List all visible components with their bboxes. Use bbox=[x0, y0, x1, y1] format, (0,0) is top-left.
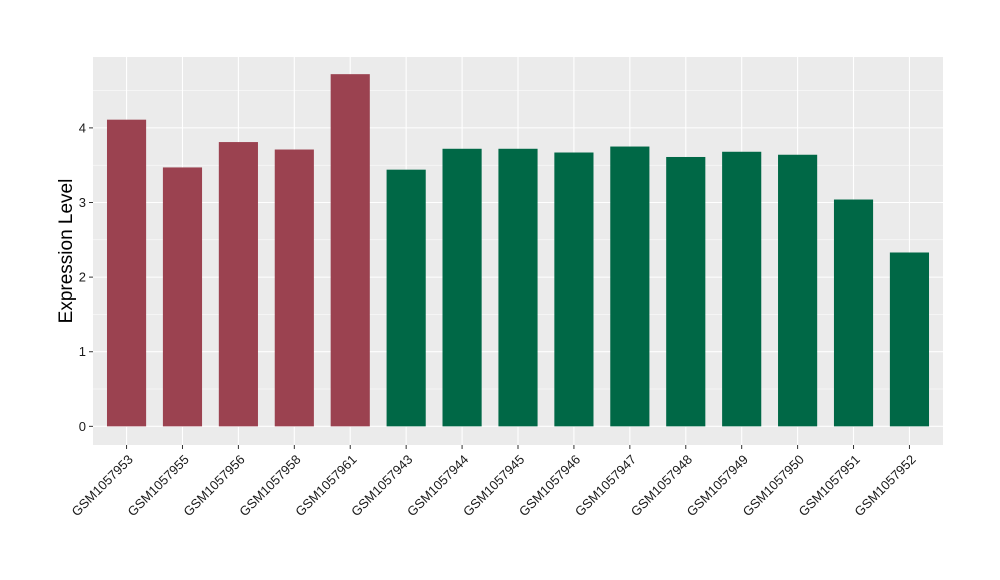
bar-GSM1057958 bbox=[274, 149, 314, 427]
y-tick-label: 1 bbox=[79, 344, 86, 359]
bar-GSM1057948 bbox=[666, 156, 706, 427]
y-axis-title: Expression Level bbox=[56, 179, 77, 324]
bar-GSM1057943 bbox=[386, 169, 426, 427]
bar-GSM1057951 bbox=[833, 199, 874, 427]
y-tick-label: 4 bbox=[79, 120, 86, 135]
y-tick-label: 2 bbox=[79, 270, 86, 285]
bar-GSM1057950 bbox=[778, 154, 818, 427]
x-axis: GSM1057953GSM1057955GSM1057956GSM1057958… bbox=[69, 445, 919, 519]
bar-GSM1057955 bbox=[162, 167, 203, 427]
bars bbox=[106, 74, 930, 427]
bar-GSM1057946 bbox=[554, 152, 594, 427]
bar-GSM1057952 bbox=[889, 252, 930, 427]
bar-GSM1057953 bbox=[106, 119, 147, 427]
bar-GSM1057956 bbox=[218, 142, 258, 427]
y-tick-label: 0 bbox=[79, 419, 86, 434]
y-tick-label: 3 bbox=[79, 195, 86, 210]
bar-GSM1057961 bbox=[330, 74, 370, 427]
bar-GSM1057945 bbox=[498, 148, 538, 427]
bar-GSM1057949 bbox=[722, 151, 762, 427]
y-axis: 0 1 2 3 4 bbox=[79, 120, 93, 434]
bar-GSM1057944 bbox=[442, 148, 482, 427]
bar-GSM1057947 bbox=[610, 146, 650, 427]
